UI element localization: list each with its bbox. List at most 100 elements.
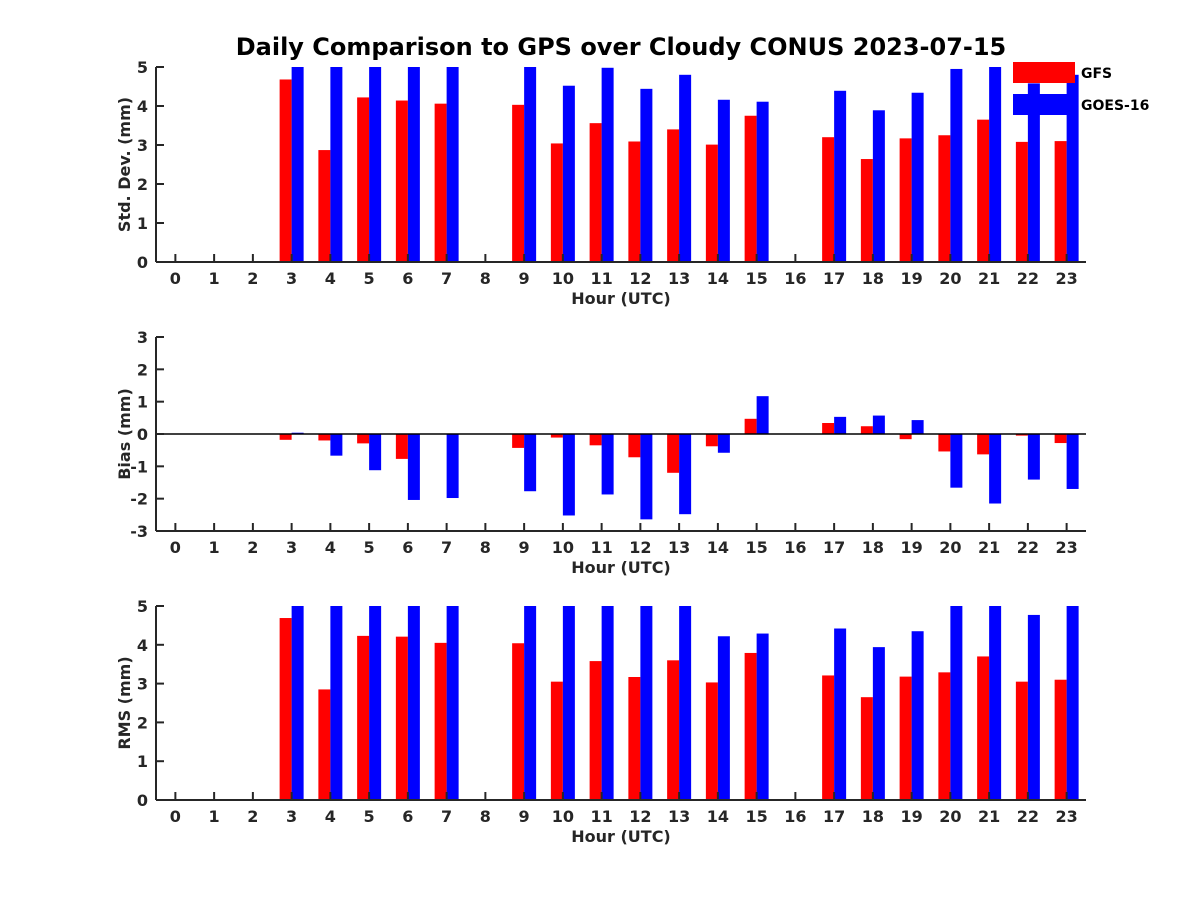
bar-goes-16-h13 [679, 434, 692, 515]
x-axis-label: Hour (UTC) [571, 558, 671, 577]
bar-goes-16-h13 [679, 606, 692, 800]
x-tick-label: 20 [939, 807, 961, 826]
bar-gfs-h17 [822, 137, 835, 262]
bar-goes-16-h19 [911, 92, 924, 263]
x-tick-label: 12 [629, 538, 651, 557]
bar-gfs-h10 [550, 434, 563, 438]
bar-gfs-h15 [744, 652, 757, 800]
bar-gfs-h18 [860, 426, 873, 434]
y-tick-label: 1 [137, 752, 148, 771]
bar-goes-16-h11 [601, 67, 614, 262]
x-tick-label: 15 [745, 807, 767, 826]
x-tick-label: 19 [900, 807, 922, 826]
bar-goes-16-h3 [291, 67, 304, 262]
bar-goes-16-h20 [950, 434, 963, 488]
x-tick-label: 6 [402, 269, 413, 288]
bar-gfs-h5 [357, 635, 370, 800]
y-tick-label: -1 [130, 457, 148, 476]
y-tick-label: 1 [137, 393, 148, 412]
x-tick-label: 10 [552, 269, 574, 288]
y-tick-label: 5 [137, 58, 148, 77]
bar-gfs-h15 [744, 115, 757, 262]
x-tick-label: 10 [552, 807, 574, 826]
x-tick-label: 15 [745, 538, 767, 557]
bar-gfs-h19 [899, 434, 912, 440]
bar-goes-16-h5 [369, 434, 382, 471]
x-tick-label: 0 [170, 269, 181, 288]
bar-goes-16-h9 [524, 434, 537, 492]
y-tick-label: -2 [130, 490, 148, 509]
x-tick-label: 0 [170, 538, 181, 557]
x-tick-label: 8 [480, 807, 491, 826]
bar-gfs-h12 [628, 434, 641, 458]
bar-gfs-h21 [977, 656, 990, 800]
bar-gfs-h20 [938, 135, 951, 262]
bar-goes-16-h7 [446, 67, 459, 262]
bar-gfs-h13 [667, 660, 680, 800]
bar-gfs-h23 [1054, 141, 1067, 262]
x-tick-label: 5 [364, 538, 375, 557]
x-tick-label: 16 [784, 269, 806, 288]
bar-goes-16-h17 [834, 628, 847, 800]
bar-goes-16-h21 [989, 434, 1002, 504]
bar-gfs-h3 [279, 434, 292, 440]
bar-goes-16-h6 [407, 606, 420, 800]
x-tick-label: 1 [209, 538, 220, 557]
y-tick-label: 1 [137, 214, 148, 233]
legend-swatch-goes-16 [1013, 94, 1075, 115]
bar-gfs-h21 [977, 119, 990, 263]
x-tick-label: 18 [862, 538, 884, 557]
x-tick-label: 11 [590, 538, 612, 557]
bar-gfs-h14 [705, 434, 718, 447]
bar-goes-16-h14 [717, 434, 730, 453]
bar-gfs-h20 [938, 672, 951, 800]
bar-goes-16-h9 [524, 67, 537, 262]
bar-goes-16-h5 [369, 67, 382, 262]
bar-gfs-h6 [395, 100, 408, 262]
x-tick-label: 7 [441, 269, 452, 288]
x-tick-label: 2 [247, 807, 258, 826]
x-tick-label: 3 [286, 269, 297, 288]
bar-gfs-h13 [667, 129, 680, 262]
bar-gfs-h17 [822, 675, 835, 800]
bar-goes-16-h20 [950, 68, 963, 262]
y-axis-label: Std. Dev. (mm) [115, 97, 134, 232]
bar-goes-16-h6 [407, 67, 420, 262]
bar-goes-16-h11 [601, 606, 614, 800]
x-tick-label: 18 [862, 269, 884, 288]
bar-gfs-h21 [977, 434, 990, 455]
x-tick-label: 21 [978, 269, 1000, 288]
bar-gfs-h22 [1015, 681, 1028, 800]
bar-gfs-h3 [279, 79, 292, 262]
x-tick-label: 3 [286, 538, 297, 557]
bar-gfs-h22 [1015, 141, 1028, 262]
bar-gfs-h15 [744, 418, 757, 434]
x-tick-label: 22 [1017, 269, 1039, 288]
chart-title: Daily Comparison to GPS over Cloudy CONU… [236, 33, 1007, 61]
bar-gfs-h14 [705, 682, 718, 800]
bar-goes-16-h18 [872, 647, 885, 800]
y-tick-label: -3 [130, 522, 148, 541]
bar-gfs-h20 [938, 434, 951, 452]
bar-goes-16-h4 [330, 434, 343, 456]
x-tick-label: 4 [325, 807, 336, 826]
y-axis-label: RMS (mm) [115, 656, 134, 749]
bar-goes-16-h7 [446, 606, 459, 800]
bar-goes-16-h23 [1066, 606, 1079, 800]
bar-gfs-h6 [395, 434, 408, 459]
y-tick-label: 3 [137, 136, 148, 155]
bar-gfs-h3 [279, 618, 292, 800]
bar-goes-16-h6 [407, 434, 420, 500]
bar-goes-16-h11 [601, 434, 614, 495]
bar-goes-16-h21 [989, 67, 1002, 262]
x-tick-label: 13 [668, 538, 690, 557]
x-tick-label: 6 [402, 538, 413, 557]
bar-goes-16-h17 [834, 90, 847, 262]
y-tick-label: 0 [137, 425, 148, 444]
bar-gfs-h9 [512, 643, 525, 800]
bar-goes-16-h19 [911, 631, 924, 800]
bar-goes-16-h10 [562, 606, 575, 800]
x-tick-label: 11 [590, 269, 612, 288]
x-tick-label: 23 [1055, 538, 1077, 557]
